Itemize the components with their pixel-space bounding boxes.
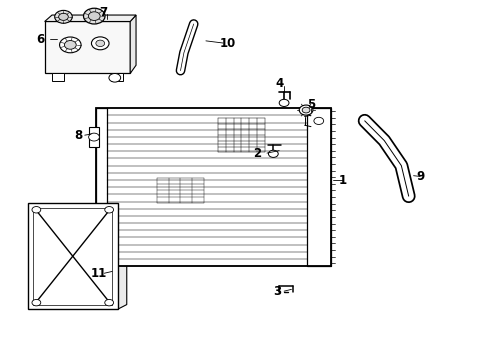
Circle shape: [32, 207, 41, 213]
Circle shape: [64, 41, 76, 49]
Circle shape: [32, 300, 41, 306]
Text: 8: 8: [74, 129, 82, 142]
Polygon shape: [118, 199, 127, 309]
Bar: [307, 108, 331, 266]
Circle shape: [302, 107, 310, 113]
Text: 2: 2: [253, 147, 261, 159]
Circle shape: [96, 40, 105, 46]
Circle shape: [60, 37, 81, 53]
Circle shape: [89, 133, 99, 141]
Circle shape: [59, 13, 68, 21]
Bar: [111, 73, 123, 81]
Bar: [27, 203, 118, 309]
Text: 1: 1: [339, 174, 347, 186]
Text: 7: 7: [99, 6, 107, 19]
Polygon shape: [45, 15, 136, 22]
Polygon shape: [130, 15, 136, 73]
Text: 10: 10: [220, 36, 236, 50]
Circle shape: [314, 117, 324, 125]
Text: 11: 11: [90, 267, 106, 280]
Circle shape: [92, 37, 109, 50]
Text: 6: 6: [37, 33, 45, 46]
Circle shape: [105, 207, 114, 213]
Bar: [96, 108, 107, 266]
Bar: [52, 73, 64, 81]
Bar: [89, 127, 99, 147]
Text: 5: 5: [307, 98, 315, 111]
Circle shape: [269, 150, 278, 157]
Circle shape: [88, 12, 100, 21]
Circle shape: [83, 8, 105, 24]
Text: 3: 3: [273, 285, 281, 298]
Text: 4: 4: [275, 77, 283, 90]
Bar: [96, 108, 331, 266]
Text: 9: 9: [417, 170, 425, 183]
Circle shape: [105, 300, 114, 306]
Bar: [45, 22, 130, 73]
Circle shape: [109, 73, 121, 82]
Circle shape: [299, 105, 313, 115]
Circle shape: [279, 99, 289, 107]
Bar: [33, 208, 112, 305]
Circle shape: [55, 10, 73, 23]
